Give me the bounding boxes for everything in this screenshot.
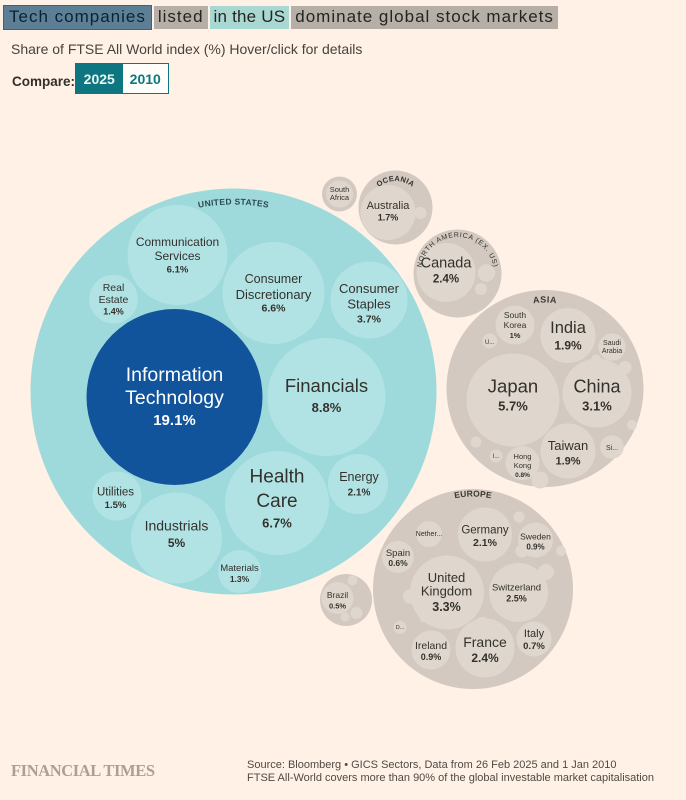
svg-text:South: South	[330, 185, 350, 194]
svg-text:Staples: Staples	[347, 297, 391, 312]
svg-text:1.9%: 1.9%	[555, 456, 580, 468]
svg-text:1.3%: 1.3%	[230, 574, 250, 584]
svg-text:0.7%: 0.7%	[523, 641, 545, 652]
svg-text:6.7%: 6.7%	[262, 516, 292, 531]
svg-text:Consumer: Consumer	[339, 281, 400, 296]
svg-text:Utilities: Utilities	[97, 487, 134, 499]
svg-text:Sweden: Sweden	[520, 532, 551, 542]
svg-text:OCEANIA: OCEANIA	[375, 174, 417, 189]
svg-text:2.1%: 2.1%	[473, 537, 498, 549]
svg-text:Switzerland: Switzerland	[492, 583, 541, 594]
svg-text:Hong: Hong	[514, 452, 532, 461]
svg-text:South: South	[504, 310, 526, 320]
svg-text:Consumer: Consumer	[245, 272, 303, 286]
svg-text:Nether...: Nether...	[416, 531, 443, 538]
svg-text:Care: Care	[256, 491, 297, 512]
svg-text:Kingdom: Kingdom	[421, 584, 472, 599]
svg-text:Kong: Kong	[514, 461, 532, 470]
svg-text:ASIA: ASIA	[532, 294, 557, 305]
svg-text:3.3%: 3.3%	[432, 600, 461, 614]
svg-text:Financials: Financials	[285, 375, 368, 396]
svg-text:Italy: Italy	[524, 628, 545, 640]
svg-text:Technology: Technology	[125, 387, 224, 409]
svg-text:2.5%: 2.5%	[506, 594, 527, 604]
svg-text:Energy: Energy	[339, 470, 379, 484]
svg-text:1%: 1%	[510, 331, 521, 340]
svg-text:Real: Real	[103, 282, 125, 294]
svg-text:5%: 5%	[168, 536, 186, 550]
svg-text:Germany: Germany	[461, 525, 509, 537]
svg-text:1.4%: 1.4%	[103, 307, 124, 317]
svg-text:Discretionary: Discretionary	[236, 287, 312, 302]
svg-text:D...: D...	[396, 625, 405, 631]
svg-text:France: France	[463, 634, 507, 650]
svg-text:0.5%: 0.5%	[329, 602, 346, 611]
svg-text:Health: Health	[250, 467, 305, 488]
svg-text:Services: Services	[154, 249, 200, 263]
svg-text:Information: Information	[126, 364, 224, 386]
svg-text:Communication: Communication	[136, 235, 219, 249]
svg-text:2.4%: 2.4%	[471, 651, 499, 665]
svg-text:6.6%: 6.6%	[262, 303, 287, 315]
svg-text:Materials: Materials	[220, 563, 259, 574]
svg-text:I...: I...	[493, 454, 500, 460]
svg-text:Australia: Australia	[367, 200, 411, 212]
svg-text:0.9%: 0.9%	[526, 543, 544, 552]
svg-text:Arabia: Arabia	[602, 348, 622, 355]
svg-text:U...: U...	[485, 340, 495, 346]
svg-text:Estate: Estate	[99, 294, 129, 306]
svg-text:Spain: Spain	[386, 548, 410, 559]
svg-text:Si...: Si...	[606, 445, 618, 452]
svg-text:United: United	[428, 570, 466, 585]
svg-text:0.9%: 0.9%	[421, 652, 442, 662]
svg-text:China: China	[573, 377, 621, 397]
svg-text:Saudi: Saudi	[603, 340, 621, 347]
svg-text:5.7%: 5.7%	[498, 399, 528, 414]
svg-text:0.6%: 0.6%	[388, 558, 408, 568]
svg-text:Ireland: Ireland	[415, 640, 447, 652]
svg-text:2.4%: 2.4%	[433, 274, 459, 286]
svg-text:2.1%: 2.1%	[348, 488, 371, 499]
svg-text:6.1%: 6.1%	[167, 265, 189, 276]
svg-text:Industrials: Industrials	[145, 518, 209, 534]
svg-text:Japan: Japan	[488, 376, 538, 397]
svg-text:Brazil: Brazil	[327, 590, 348, 600]
svg-text:India: India	[550, 319, 587, 337]
svg-text:1.7%: 1.7%	[378, 213, 399, 223]
svg-text:3.1%: 3.1%	[582, 399, 612, 414]
svg-text:3.7%: 3.7%	[357, 314, 382, 326]
svg-text:8.8%: 8.8%	[312, 400, 342, 415]
svg-text:1.9%: 1.9%	[554, 339, 582, 353]
svg-text:19.1%: 19.1%	[153, 412, 196, 429]
svg-text:Canada: Canada	[421, 256, 473, 272]
svg-text:Korea: Korea	[504, 320, 527, 330]
svg-text:0.8%: 0.8%	[515, 472, 530, 479]
svg-text:UNITED STATES: UNITED STATES	[197, 196, 270, 209]
svg-text:Africa: Africa	[330, 193, 350, 202]
svg-text:Taiwan: Taiwan	[548, 438, 588, 453]
svg-text:1.5%: 1.5%	[105, 500, 127, 511]
